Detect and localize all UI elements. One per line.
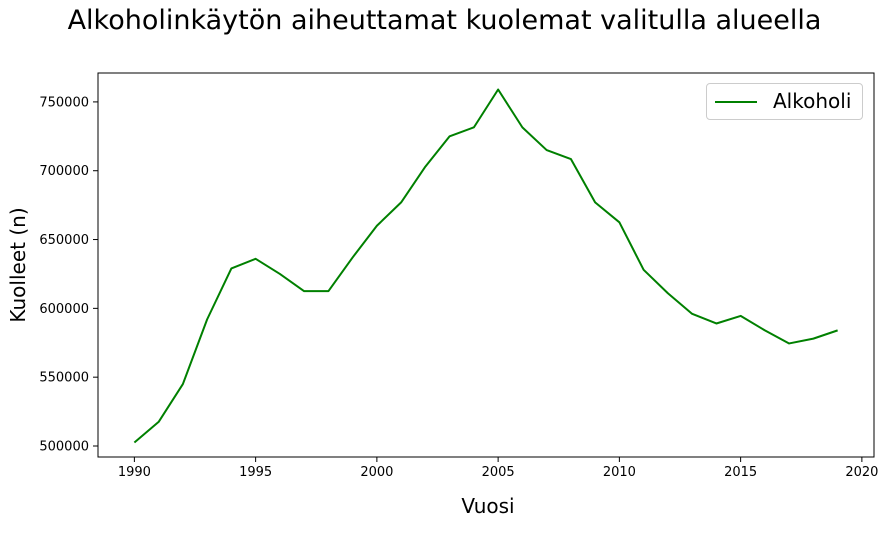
chart-title: Alkoholinkäytön aiheuttamat kuolemat val… <box>67 5 822 36</box>
y-axis: 500000 550000 600000 650000 700000 750000 <box>39 95 98 454</box>
y-tick-label: 650000 <box>39 233 89 248</box>
series-line-alkoholi <box>133 88 838 444</box>
x-tick-label: 2020 <box>845 465 878 480</box>
legend-label-alkoholi: Alkoholi <box>773 89 852 113</box>
x-tick-label: 2000 <box>360 465 393 480</box>
legend-line-swatch <box>715 101 757 103</box>
legend: Alkoholi <box>706 83 863 120</box>
y-axis-label: Kuolleet (n) <box>6 207 30 323</box>
y-tick-label: 500000 <box>39 439 89 454</box>
x-tick-label: 1990 <box>118 465 151 480</box>
y-tick-label: 600000 <box>39 302 89 317</box>
y-tick-label: 750000 <box>39 95 89 110</box>
plot-area <box>97 72 875 458</box>
x-axis: 1990 1995 2000 2005 2010 2015 2020 <box>118 457 878 480</box>
x-tick-label: 2015 <box>724 465 757 480</box>
y-tick-label: 550000 <box>39 371 89 386</box>
y-tick-label: 700000 <box>39 164 89 179</box>
x-tick-label: 2010 <box>603 465 636 480</box>
x-tick-label: 1995 <box>239 465 272 480</box>
x-axis-label: Vuosi <box>461 494 515 518</box>
x-tick-label: 2005 <box>482 465 515 480</box>
series-layer <box>133 88 838 444</box>
